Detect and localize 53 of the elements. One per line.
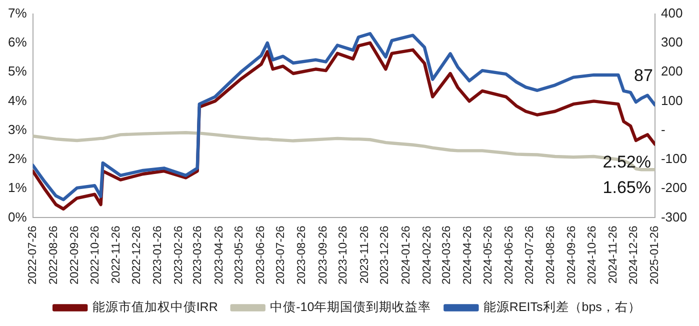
legend-label: 中债-10年期国债到期收益率 [270, 299, 432, 314]
x-tick-label: 2022-12-26 [131, 226, 143, 285]
x-tick-label: 2024-04-26 [462, 226, 474, 285]
x-tick-label: 2023-10-26 [338, 226, 350, 285]
legend-label: 能源市值加权中债IRR [92, 300, 218, 314]
x-tick-label: 2023-08-26 [296, 226, 308, 285]
legend-label: 能源REITs利差（bps，右） [483, 300, 641, 314]
y2-tick-label: -200 [660, 180, 688, 196]
x-tick-label: 2023-02-26 [173, 226, 186, 285]
x-tick-label: 2023-05-26 [234, 226, 246, 285]
x-tick-label: 2024-10-26 [586, 226, 599, 285]
x-tick-label: 2023-01-26 [152, 226, 164, 285]
x-tick-label: 2022-09-26 [69, 226, 82, 285]
y-tick-label: 0% [8, 209, 28, 224]
data-label: 87 [634, 66, 653, 86]
data-label: 1.65% [602, 178, 651, 197]
x-tick-label: 2024-08-26 [545, 226, 558, 285]
x-tick-label: 2024-09-26 [566, 226, 578, 285]
x-tick-label: 2023-12-26 [379, 226, 392, 285]
x-tick-label: 2022-08-26 [48, 226, 60, 285]
x-tick-label: 2024-03-26 [441, 226, 454, 285]
x-tick-label: 2025-01-26 [649, 226, 662, 285]
y-tick-label: 1% [8, 180, 28, 196]
y-tick-label: 6% [8, 34, 28, 50]
x-tick-label: 2022-10-26 [90, 226, 102, 285]
y2-tick-label: -100 [660, 151, 688, 166]
x-tick-label: 2024-06-26 [504, 226, 516, 285]
x-tick-label: 2023-03-26 [192, 226, 204, 285]
y2-tick-label: 400 [660, 5, 683, 20]
y2-tick-label: - [660, 122, 666, 137]
x-tick-label: 2023-07-26 [275, 226, 288, 285]
x-tick-label: 2023-09-26 [317, 226, 330, 285]
x-tick-label: 2023-06-26 [254, 226, 267, 285]
y2-tick-label: 200 [660, 64, 683, 79]
x-tick-label: 2022-07-26 [26, 226, 39, 285]
x-tick-label: 2023-04-26 [213, 226, 226, 285]
x-tick-label: 2023-11-26 [358, 226, 371, 284]
x-tick-label: 2024-11-26 [608, 226, 620, 284]
y2-tick-label: -300 [660, 209, 688, 224]
y-tick-label: 2% [8, 151, 28, 166]
x-tick-label: 2024-02-26 [421, 226, 434, 285]
x-tick-label: 2024-05-26 [482, 226, 495, 285]
data-label: 2.52% [602, 152, 651, 172]
x-tick-label: 2022-11-26 [110, 226, 123, 284]
x-tick-label: 2024-01-26 [400, 226, 412, 285]
y-tick-label: 7% [8, 5, 28, 20]
x-tick-label: 2024-12-26 [628, 226, 640, 285]
y2-tick-label: 100 [660, 92, 683, 108]
y-tick-label: 4% [8, 92, 28, 108]
x-tick-label: 2024-07-26 [524, 226, 536, 285]
y-tick-label: 3% [8, 122, 28, 137]
y2-tick-label: 300 [660, 34, 683, 50]
y-tick-label: 5% [8, 64, 28, 79]
